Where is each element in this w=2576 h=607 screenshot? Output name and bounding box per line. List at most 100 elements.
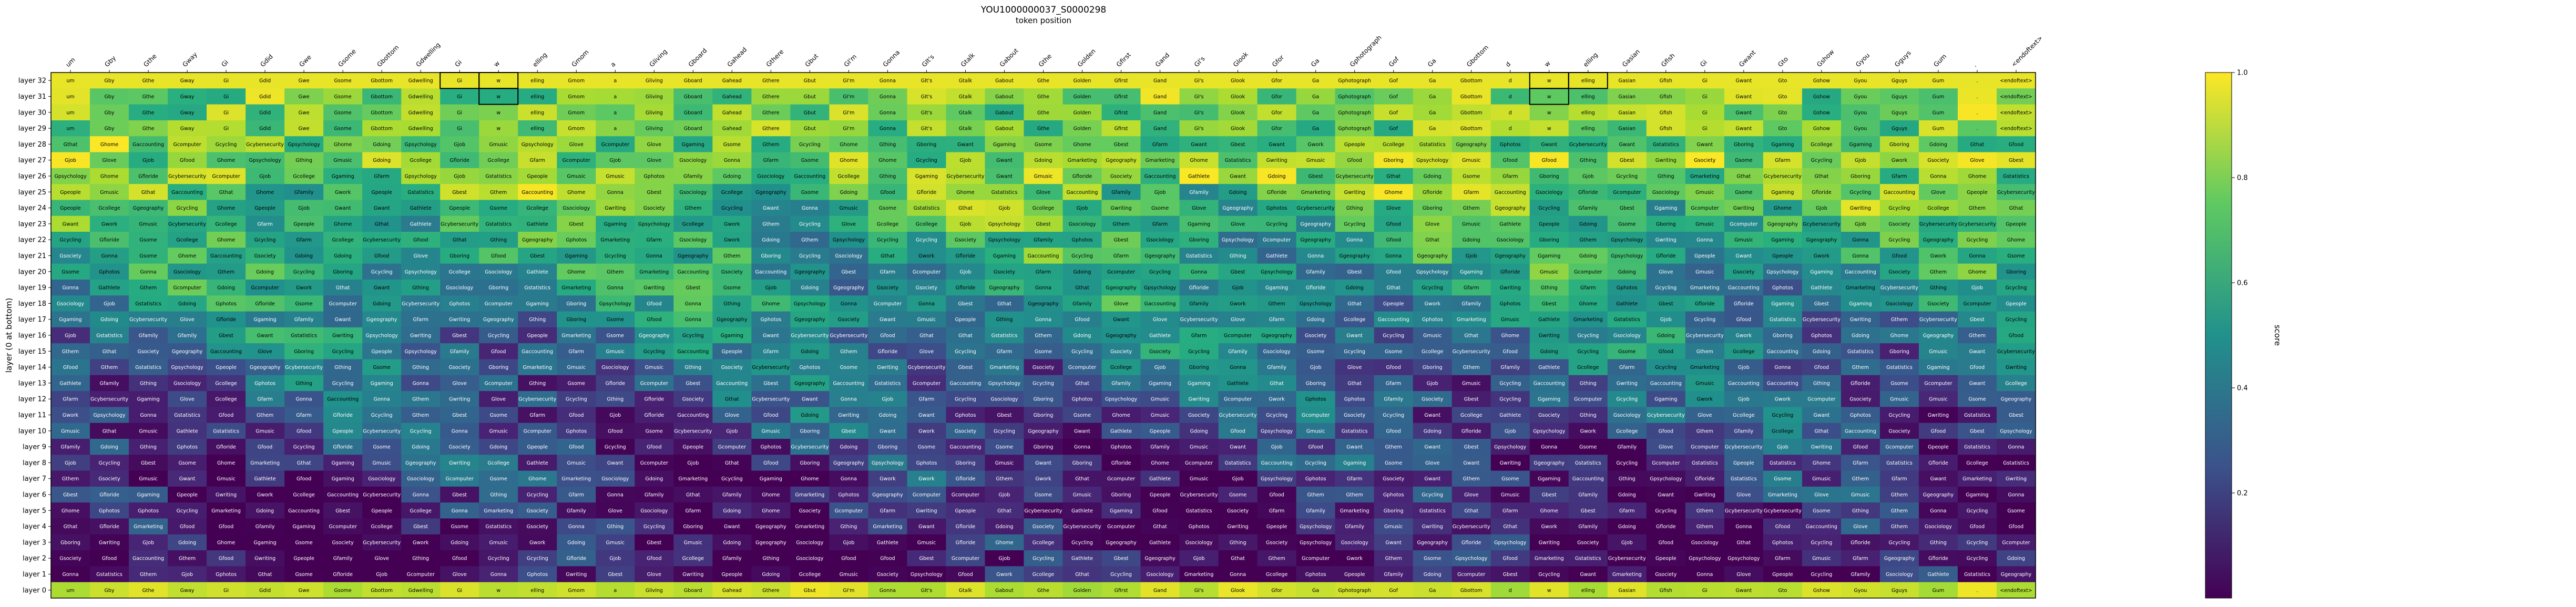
heatmap-cell-label: Gjob	[454, 142, 465, 148]
heatmap-cell-label: Gwant	[63, 221, 79, 227]
heatmap-cell	[868, 279, 908, 296]
heatmap-cell-label: Gmusic	[1073, 492, 1091, 498]
heatmap-cell-label: Gcycling	[721, 205, 743, 211]
heatmap-cell	[1529, 295, 1569, 312]
heatmap-cell-label: Gfor	[1271, 78, 1282, 84]
heatmap-cell	[557, 168, 596, 184]
heatmap-cell-label: Gfarm	[1775, 556, 1791, 562]
heatmap-cell	[1685, 200, 1725, 217]
heatmap-cell-label: Gsome	[1735, 190, 1752, 196]
heatmap-cell-label: Gthing	[490, 238, 507, 243]
x-tick-label: Gguys	[1893, 49, 1913, 68]
heatmap-cell	[246, 248, 285, 264]
heatmap-cell-label: Gpsychology	[1300, 540, 1332, 546]
heatmap-cell-label: Gonna	[685, 317, 701, 323]
heatmap-cell-label: Gpeople	[2006, 221, 2027, 227]
heatmap-cell	[1024, 168, 1064, 184]
heatmap-cell-label: Gfarm	[1853, 460, 1868, 466]
heatmap-cell	[790, 73, 830, 89]
heatmap-cell-label: Gsociety	[1227, 508, 1249, 514]
heatmap-cell	[712, 168, 752, 184]
x-tick-label: Gwe	[298, 53, 313, 68]
heatmap-cell-label: Gcomputer	[1457, 572, 1485, 578]
y-tick-label: layer 31	[18, 93, 46, 101]
heatmap-cell-label: Gsociology	[1613, 413, 1641, 418]
heatmap-cell-label: Gum	[1933, 110, 1945, 116]
heatmap-cell	[907, 120, 947, 137]
heatmap-cell-label: Gboring	[1773, 333, 1793, 339]
heatmap-cell-label: Gfarm	[1152, 221, 1168, 227]
heatmap-cell-label: Gstatistics	[875, 380, 901, 386]
heatmap-cell	[907, 343, 947, 360]
heatmap-cell	[907, 359, 947, 376]
heatmap-cell	[751, 232, 791, 248]
heatmap-cell	[1685, 104, 1725, 121]
heatmap-cell-label: Gliving	[646, 94, 663, 100]
colorbar-tick-label: 0.6	[2237, 280, 2248, 287]
heatmap-cell	[440, 120, 479, 137]
heatmap-cell-label: Gthe	[142, 78, 155, 84]
heatmap-cell-label: Gcomputer	[485, 301, 513, 307]
heatmap-cell	[1335, 279, 1375, 296]
heatmap-cell	[401, 232, 441, 248]
heatmap-cell	[1879, 311, 1919, 328]
heatmap-cell-label: Gthat	[1231, 556, 1245, 562]
heatmap-cell	[1374, 295, 1414, 312]
heatmap-cell-label: Gcollege	[488, 158, 510, 163]
heatmap-cell	[1218, 248, 1258, 264]
heatmap-cell	[1335, 248, 1375, 264]
heatmap-cell	[1374, 200, 1414, 217]
heatmap-cell-label: Gphotos	[839, 492, 860, 498]
heatmap-cell	[90, 152, 129, 169]
heatmap-cell-label: Gdwelling	[408, 78, 433, 84]
heatmap-cell	[90, 248, 129, 264]
heatmap-cell	[323, 359, 363, 376]
heatmap-cell-label: Gsociety	[1266, 540, 1288, 546]
heatmap-cell-label: Gdoing	[801, 413, 819, 418]
heatmap-cell	[1101, 295, 1141, 312]
heatmap-cell-label: Gwant	[918, 524, 935, 530]
heatmap-cell	[1607, 295, 1647, 312]
heatmap-cell	[1568, 104, 1608, 121]
heatmap-cell-label: Gi	[223, 78, 229, 84]
x-tick-label: Gof	[1387, 55, 1401, 68]
heatmap-cell-label: Gabout	[995, 588, 1014, 593]
heatmap-cell	[518, 359, 557, 376]
heatmap-cell-label: Gcomputer	[1263, 238, 1291, 243]
heatmap-cell	[1490, 120, 1530, 137]
heatmap-cell-label: Gdoing	[412, 445, 430, 450]
x-tick-label: Gthe	[1037, 53, 1053, 68]
heatmap-cell-label: Gphotos	[1305, 397, 1326, 403]
heatmap-cell-label: elling	[530, 78, 544, 84]
heatmap-cell	[1257, 152, 1297, 169]
heatmap-cell-label: Glove	[180, 317, 194, 323]
heatmap-cell-label: Gsociology	[601, 476, 629, 482]
heatmap-cell-label: Gboring	[1034, 445, 1054, 450]
heatmap-cell-label: Gfamily	[1189, 301, 1209, 307]
heatmap-cell-label: Gfloride	[1695, 476, 1715, 482]
heatmap-cell	[751, 104, 791, 121]
heatmap-cell	[1257, 215, 1297, 232]
heatmap-cell	[1763, 136, 1803, 153]
x-tick-label: .	[1971, 62, 1978, 69]
heatmap-cell-label: Gfood	[958, 572, 973, 578]
heatmap-cell-label: Ggeography	[2001, 572, 2032, 578]
heatmap-cell-label: Gcollege	[1927, 205, 1949, 211]
heatmap-cell	[1490, 104, 1530, 121]
heatmap-cell-label: Gwant	[374, 285, 390, 291]
heatmap-cell	[790, 120, 830, 137]
heatmap-cell-label: Gcybersecurity	[441, 221, 478, 227]
heatmap-cell-label: Gthem	[1696, 508, 1713, 514]
heatmap-cell	[1841, 215, 1880, 232]
heatmap-cell-label: Gonna	[1035, 317, 1051, 323]
heatmap-cell-label: .	[1976, 126, 1978, 132]
heatmap-cell-label: Gwriting	[216, 492, 237, 498]
heatmap-cell-label: Gdoing	[1929, 142, 1947, 148]
heatmap-cell	[1763, 263, 1803, 280]
heatmap-cell-label: Gbottom	[371, 126, 393, 132]
heatmap-cell	[1957, 120, 1997, 137]
heatmap-cell	[168, 248, 207, 264]
heatmap-cell	[90, 263, 129, 280]
x-axis-label: token position	[1016, 16, 1071, 25]
heatmap-cell	[284, 327, 324, 344]
